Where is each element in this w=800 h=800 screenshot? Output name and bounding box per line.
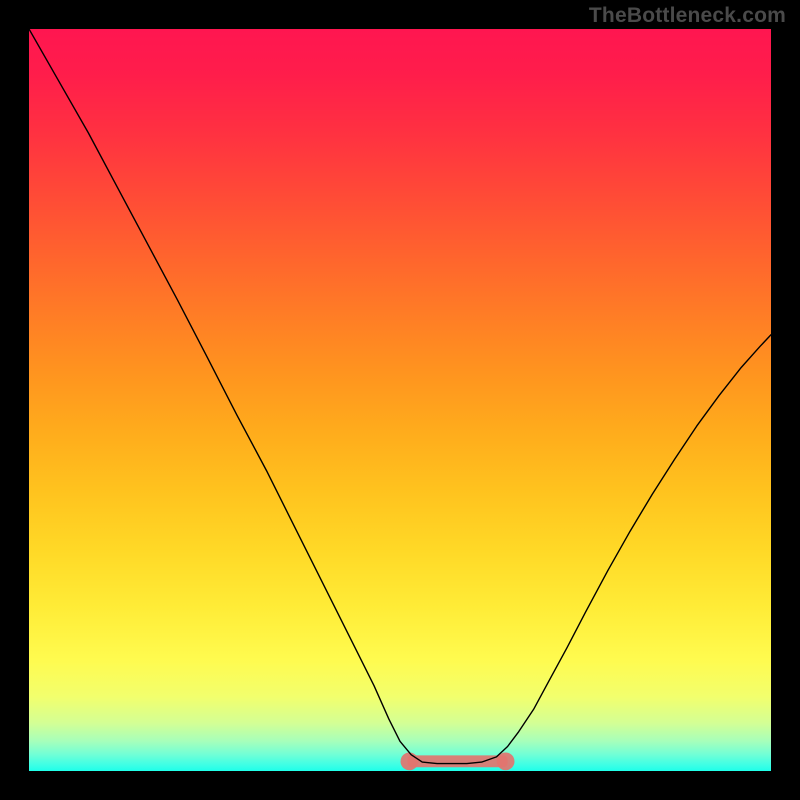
curve-overlay bbox=[29, 29, 771, 771]
watermark-text: TheBottleneck.com bbox=[589, 4, 786, 28]
plot-area bbox=[29, 29, 771, 771]
chart-frame: TheBottleneck.com bbox=[0, 0, 800, 800]
